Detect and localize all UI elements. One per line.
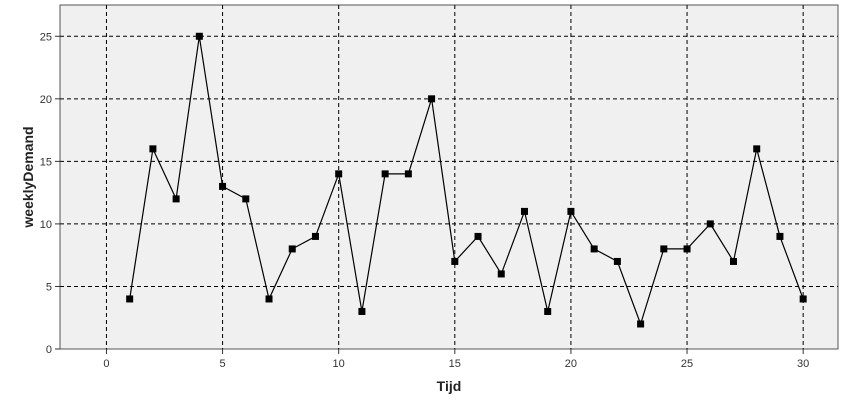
y-tick-label: 20 — [40, 94, 52, 106]
x-tick-label: 10 — [333, 358, 345, 370]
data-point — [776, 232, 784, 240]
data-point — [613, 257, 621, 265]
y-tick-label: 25 — [40, 31, 52, 43]
y-tick-label: 5 — [46, 281, 52, 293]
data-point — [288, 245, 296, 253]
x-tick-label: 20 — [565, 358, 577, 370]
tick-labels: 0 5 10 15 20 25 30 0 5 10 15 20 25 — [40, 31, 810, 370]
series-weekly-demand — [126, 32, 807, 328]
data-point — [219, 182, 227, 190]
x-tick-label: 25 — [681, 358, 693, 370]
data-point — [149, 145, 157, 153]
data-point — [451, 257, 459, 265]
data-point — [358, 307, 366, 315]
data-point — [799, 295, 807, 303]
data-point — [428, 95, 436, 103]
y-tick-label: 10 — [40, 219, 52, 231]
data-point — [265, 295, 273, 303]
data-point — [683, 245, 691, 253]
axes — [55, 35, 804, 354]
y-tick-label: 15 — [40, 156, 52, 168]
data-point — [544, 307, 552, 315]
data-point — [126, 295, 134, 303]
data-point — [753, 145, 761, 153]
data-point — [311, 232, 319, 240]
x-tick-label: 30 — [797, 358, 809, 370]
data-point — [497, 270, 505, 278]
series-line — [129, 36, 804, 326]
data-point — [404, 170, 412, 178]
data-point — [567, 207, 575, 215]
data-point — [590, 245, 598, 253]
data-point — [335, 170, 343, 178]
data-point — [660, 245, 668, 253]
y-axis-title: weeklyDemand — [20, 126, 36, 228]
x-tick-label: 5 — [220, 358, 226, 370]
data-point — [381, 170, 389, 178]
x-tick-label: 0 — [103, 358, 109, 370]
data-point — [474, 232, 482, 240]
data-point — [520, 207, 528, 215]
data-point — [172, 195, 180, 203]
x-axis-title: Tijd — [437, 378, 462, 394]
data-point — [195, 32, 203, 40]
x-tick-label: 15 — [449, 358, 461, 370]
plot-area — [59, 4, 839, 350]
data-point — [729, 257, 737, 265]
data-point — [242, 195, 250, 203]
data-point — [637, 320, 645, 328]
data-point — [706, 220, 714, 228]
y-tick-label: 0 — [46, 344, 52, 356]
